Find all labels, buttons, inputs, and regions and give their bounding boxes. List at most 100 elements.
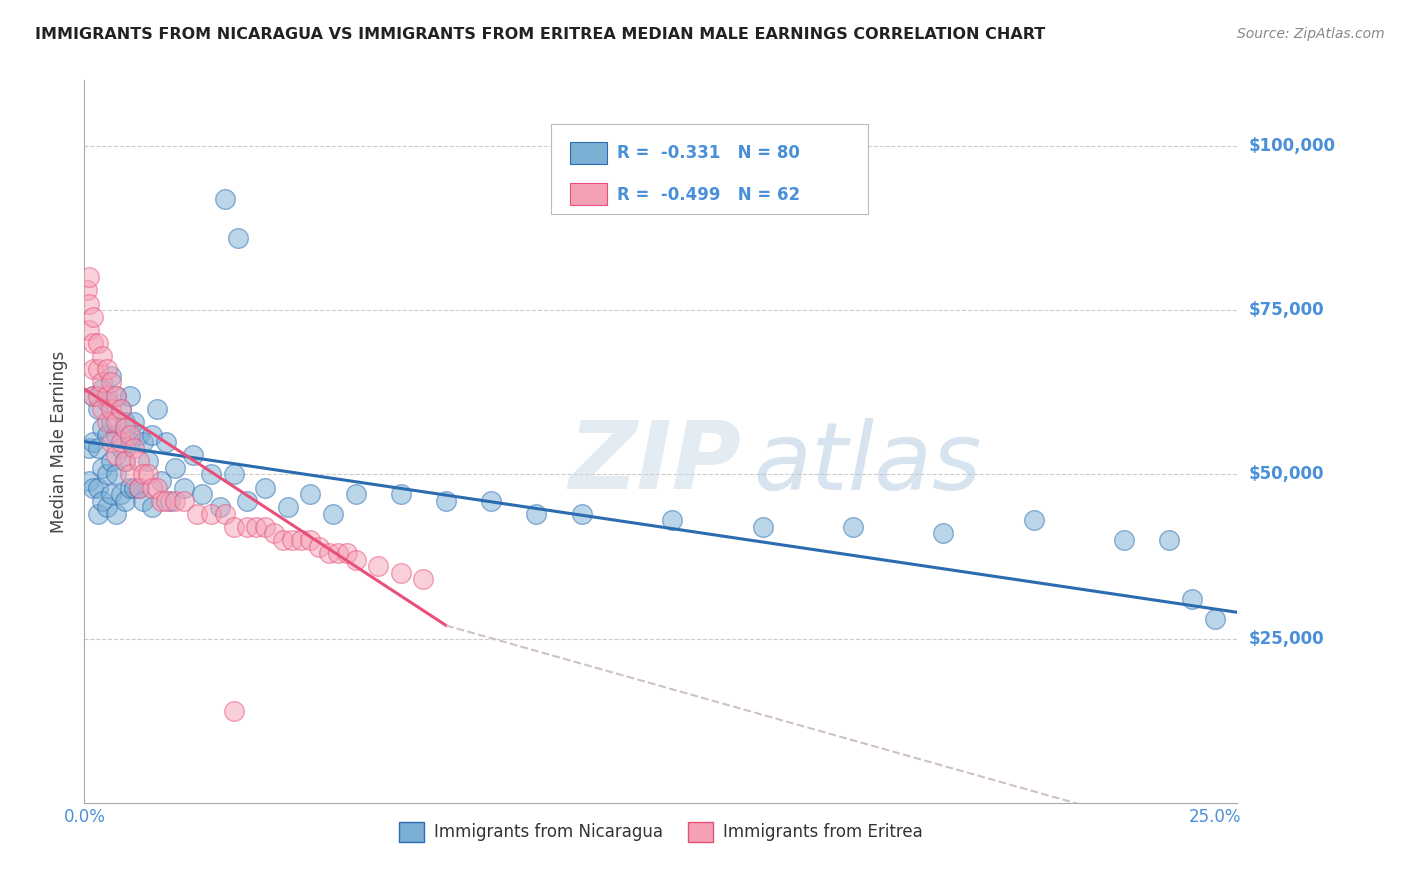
Point [128, 428, 150, 442]
Point [128, 454, 150, 468]
Point [77, 296, 100, 310]
Point [389, 487, 412, 501]
Point [132, 467, 155, 482]
Point [308, 540, 330, 554]
Point [82, 388, 104, 402]
Point [141, 428, 163, 442]
Text: $25,000: $25,000 [1249, 630, 1324, 648]
FancyBboxPatch shape [551, 124, 869, 214]
Point [105, 467, 128, 482]
Point [82, 434, 104, 449]
Point [186, 507, 208, 521]
Point [159, 493, 181, 508]
Point [389, 566, 412, 580]
Point [434, 493, 457, 508]
Point [100, 376, 122, 390]
Point [208, 500, 231, 515]
Point [110, 401, 132, 416]
Point [1181, 592, 1204, 607]
Text: atlas: atlas [754, 417, 981, 508]
Point [1294, 743, 1316, 757]
Point [173, 481, 195, 495]
Point [1114, 533, 1136, 547]
Point [110, 487, 132, 501]
Point [299, 533, 322, 547]
Point [932, 526, 955, 541]
Point [110, 434, 132, 449]
Point [110, 401, 132, 416]
Point [87, 388, 110, 402]
Point [336, 546, 359, 560]
Point [299, 487, 322, 501]
Point [114, 454, 136, 468]
Point [105, 415, 128, 429]
Point [222, 467, 245, 482]
Point [100, 487, 122, 501]
Point [96, 415, 118, 429]
Point [322, 507, 344, 521]
Point [751, 520, 773, 534]
Point [91, 349, 114, 363]
Point [254, 481, 277, 495]
Point [271, 533, 294, 547]
Point [96, 467, 118, 482]
Point [91, 493, 114, 508]
Text: Source: ZipAtlas.com: Source: ZipAtlas.com [1237, 27, 1385, 41]
Point [150, 493, 173, 508]
FancyBboxPatch shape [569, 143, 606, 164]
Point [100, 401, 122, 416]
Point [82, 310, 104, 324]
Point [344, 553, 367, 567]
Point [163, 460, 186, 475]
Point [122, 481, 145, 495]
Point [155, 434, 177, 449]
Point [526, 507, 548, 521]
Point [118, 434, 141, 449]
Point [96, 388, 118, 402]
Point [105, 428, 128, 442]
Point [277, 500, 299, 515]
Point [1159, 533, 1181, 547]
Point [1204, 612, 1226, 626]
Point [222, 520, 245, 534]
Point [132, 434, 155, 449]
Text: R =  -0.331   N = 80: R = -0.331 N = 80 [617, 145, 800, 162]
Point [100, 434, 122, 449]
Point [191, 487, 214, 501]
Point [141, 481, 163, 495]
Text: ZIP: ZIP [568, 417, 741, 509]
Point [100, 368, 122, 383]
Legend: Immigrants from Nicaragua, Immigrants from Eritrea: Immigrants from Nicaragua, Immigrants fr… [392, 815, 929, 848]
Text: $75,000: $75,000 [1249, 301, 1324, 319]
Point [128, 481, 150, 495]
Point [91, 460, 114, 475]
Point [254, 520, 277, 534]
Point [173, 493, 195, 508]
Point [96, 428, 118, 442]
Point [91, 382, 114, 396]
Point [1022, 513, 1045, 527]
Point [150, 474, 173, 488]
Point [105, 448, 128, 462]
Text: R =  -0.499   N = 62: R = -0.499 N = 62 [617, 186, 800, 204]
Point [114, 493, 136, 508]
Point [181, 448, 204, 462]
Point [82, 362, 104, 376]
Point [76, 284, 98, 298]
Point [263, 526, 285, 541]
Point [479, 493, 502, 508]
Point [114, 421, 136, 435]
Point [77, 441, 100, 455]
Point [236, 493, 259, 508]
Point [145, 401, 167, 416]
Point [661, 513, 683, 527]
Point [100, 454, 122, 468]
Point [87, 362, 110, 376]
Point [96, 395, 118, 409]
Point [87, 441, 110, 455]
Text: IMMIGRANTS FROM NICARAGUA VS IMMIGRANTS FROM ERITREA MEDIAN MALE EARNINGS CORREL: IMMIGRANTS FROM NICARAGUA VS IMMIGRANTS … [35, 27, 1046, 42]
Point [136, 454, 159, 468]
Point [118, 481, 141, 495]
Point [318, 546, 340, 560]
Point [222, 704, 245, 718]
